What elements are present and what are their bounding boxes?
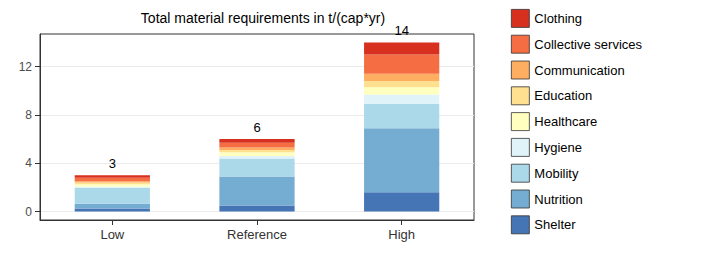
svg-text:14: 14 — [394, 23, 408, 38]
svg-text:High: High — [388, 227, 415, 242]
svg-text:Clothing: Clothing — [534, 11, 582, 26]
svg-text:Collective services: Collective services — [534, 37, 642, 52]
svg-text:3: 3 — [109, 156, 116, 171]
svg-text:Education: Education — [534, 88, 592, 103]
svg-text:Healthcare: Healthcare — [534, 114, 597, 129]
svg-text:0: 0 — [25, 205, 32, 219]
svg-text:Hygiene: Hygiene — [534, 140, 582, 155]
svg-text:4: 4 — [25, 156, 32, 170]
svg-text:Reference: Reference — [227, 227, 287, 242]
svg-text:Total material requirements in: Total material requirements in t/(cap*yr… — [141, 10, 385, 26]
svg-text:Mobility: Mobility — [534, 166, 579, 181]
svg-text:Communication: Communication — [534, 63, 624, 78]
svg-text:12: 12 — [19, 60, 33, 74]
svg-text:6: 6 — [253, 120, 260, 135]
svg-text:Nutrition: Nutrition — [534, 192, 582, 207]
svg-text:Low: Low — [100, 227, 124, 242]
svg-text:Shelter: Shelter — [534, 217, 576, 232]
svg-text:8: 8 — [25, 108, 32, 122]
